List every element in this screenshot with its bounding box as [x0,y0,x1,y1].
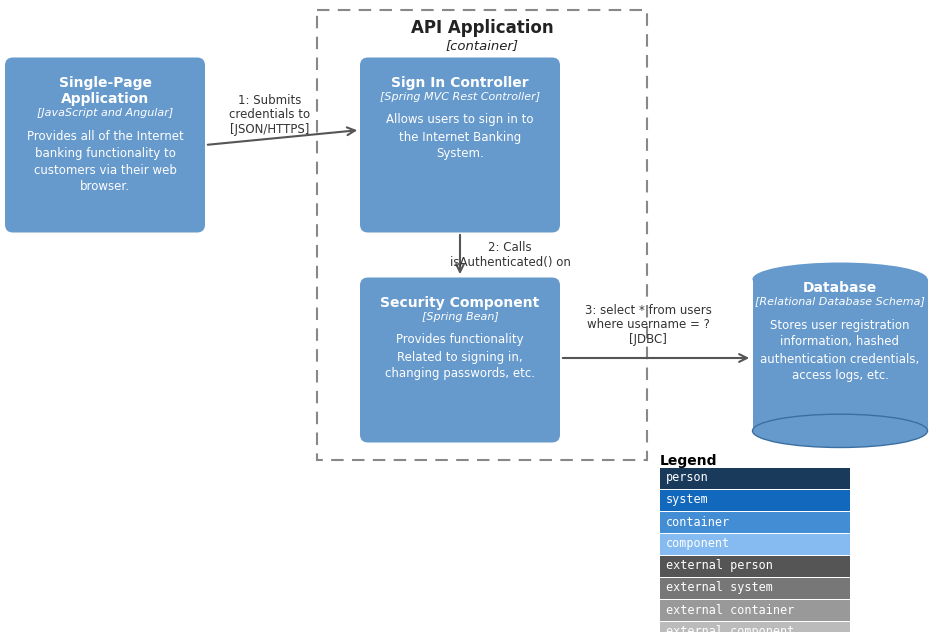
Bar [660,600,850,621]
Text: [JavaScript and Angular]: [JavaScript and Angular] [37,107,173,118]
Text: Stores user registration
information, hashed
authentication credentials,
access : Stores user registration information, ha… [761,319,920,382]
Text: Allows users to sign in to
the Internet Banking
System.: Allows users to sign in to the Internet … [387,114,534,161]
Text: container: container [666,516,730,528]
Text: person: person [666,471,708,485]
Text: Security Component: Security Component [381,296,540,310]
Text: external container: external container [666,604,794,616]
Text: external component: external component [666,626,794,632]
FancyBboxPatch shape [5,58,205,233]
Text: API Application: API Application [410,19,553,37]
Text: external system: external system [666,581,773,595]
Text: 2: Calls
isAuthenticated() on: 2: Calls isAuthenticated() on [449,241,570,269]
Bar [660,622,850,632]
Bar [660,534,850,555]
FancyBboxPatch shape [360,277,560,442]
Ellipse shape [752,414,927,447]
Text: 1: Submits
credentials to
[JSON/HTTPS]: 1: Submits credentials to [JSON/HTTPS] [229,94,310,137]
Text: 3: select * from users
where username = ?
[JDBC]: 3: select * from users where username = … [585,303,711,346]
Text: Single-Page
Application: Single-Page Application [58,75,151,106]
Ellipse shape [752,262,927,296]
Bar [317,10,647,460]
Text: Database: Database [803,281,877,295]
Text: [container]: [container] [446,39,519,52]
Text: component: component [666,537,730,550]
Text: Sign In Controller: Sign In Controller [391,75,528,90]
Bar [660,468,850,489]
Bar [660,490,850,511]
Bar [660,578,850,599]
Text: Provides all of the Internet
banking functionality to
customers via their web
br: Provides all of the Internet banking fun… [27,130,184,193]
Bar [660,512,850,533]
Text: Provides functionality
Related to signing in,
changing passwords, etc.: Provides functionality Related to signin… [385,334,535,380]
Bar [660,556,850,577]
Text: Legend: Legend [660,454,718,468]
Text: [Relational Database Schema]: [Relational Database Schema] [755,296,925,307]
FancyBboxPatch shape [360,58,560,233]
Text: system: system [666,494,708,506]
Text: [Spring Bean]: [Spring Bean] [422,312,499,322]
Text: [Spring MVC Rest Controller]: [Spring MVC Rest Controller] [380,92,540,102]
Text: external person: external person [666,559,773,573]
Bar [752,279,927,431]
